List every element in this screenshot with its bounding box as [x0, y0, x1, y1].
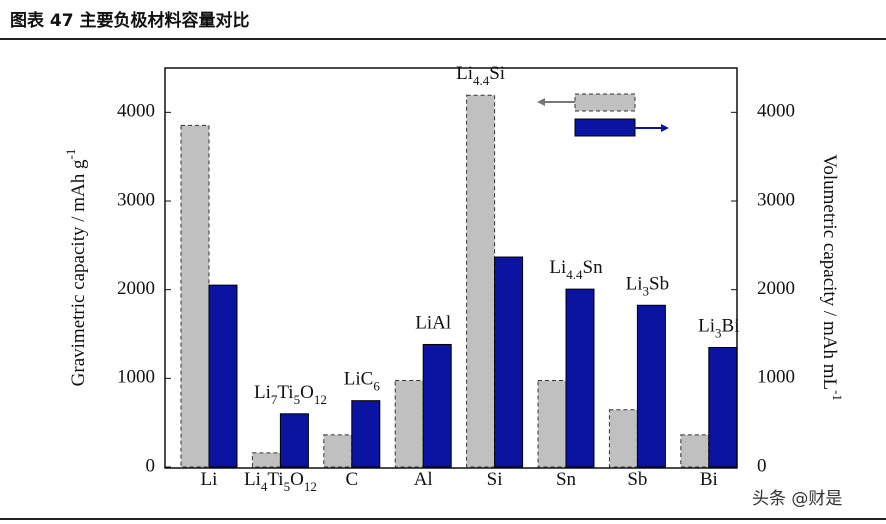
plot-frame [164, 67, 738, 469]
watermark: 头条 @财是 [752, 489, 843, 509]
y-axis-title: Gravimetric capacity / mAh g-1 [63, 149, 89, 387]
phase-label: LiAl [415, 313, 451, 334]
y2-tick-label: 3000 [757, 189, 795, 210]
phase-label: Li4.4Sn [549, 257, 603, 282]
bar [608, 409, 638, 468]
y-tick-label: 3000 [117, 189, 155, 210]
y2-axis-title: Volumetric capacity / mAh mL-1 [819, 154, 845, 401]
x-tick-label: C [345, 469, 358, 490]
legend-swatch [574, 118, 636, 137]
y-tick-label: 1000 [117, 367, 155, 388]
x-tick-label: Sb [627, 469, 647, 490]
bar [251, 452, 281, 468]
phase-label: LiC6 [344, 369, 381, 394]
bar [565, 288, 595, 468]
x-tick-label: Li4Ti5O12 [244, 469, 317, 494]
y2-tick-label: 1000 [757, 367, 795, 388]
bar [422, 343, 452, 468]
y2-tick-label: 2000 [757, 278, 795, 299]
bar [208, 284, 238, 468]
y2-tick-label: 0 [757, 455, 767, 476]
x-tick-label: Li [201, 469, 218, 490]
phase-label: Li4.4Si [456, 64, 505, 89]
bar [323, 434, 353, 468]
bar [636, 304, 666, 468]
rule [0, 518, 886, 520]
rule [0, 38, 886, 40]
phase-label: Li3Sb [626, 274, 669, 299]
x-tick-label: Sn [556, 469, 577, 490]
bar [180, 124, 210, 468]
y2-tick-label: 4000 [757, 101, 795, 122]
header-title: 图表 47 主要负极材料容量对比 [10, 11, 250, 31]
legend-arrow-head [661, 124, 669, 132]
x-tick-label: Bi [700, 469, 718, 490]
bar [680, 434, 710, 468]
legend-swatch [574, 93, 636, 112]
x-tick-label: Al [414, 469, 433, 490]
y-tick-label: 0 [146, 455, 156, 476]
bar [394, 380, 424, 468]
bar [708, 346, 738, 468]
bar [351, 400, 381, 468]
bar [279, 413, 309, 468]
bar [466, 94, 496, 468]
bar [494, 256, 524, 468]
x-tick-label: Si [487, 469, 503, 490]
phase-label: Li7Ti5O12 [254, 382, 327, 407]
bar [537, 380, 567, 468]
legend-arrow-head [537, 98, 545, 106]
y-tick-label: 2000 [117, 278, 155, 299]
phase-label: Li3Bi [698, 316, 739, 341]
y-tick-label: 4000 [117, 101, 155, 122]
